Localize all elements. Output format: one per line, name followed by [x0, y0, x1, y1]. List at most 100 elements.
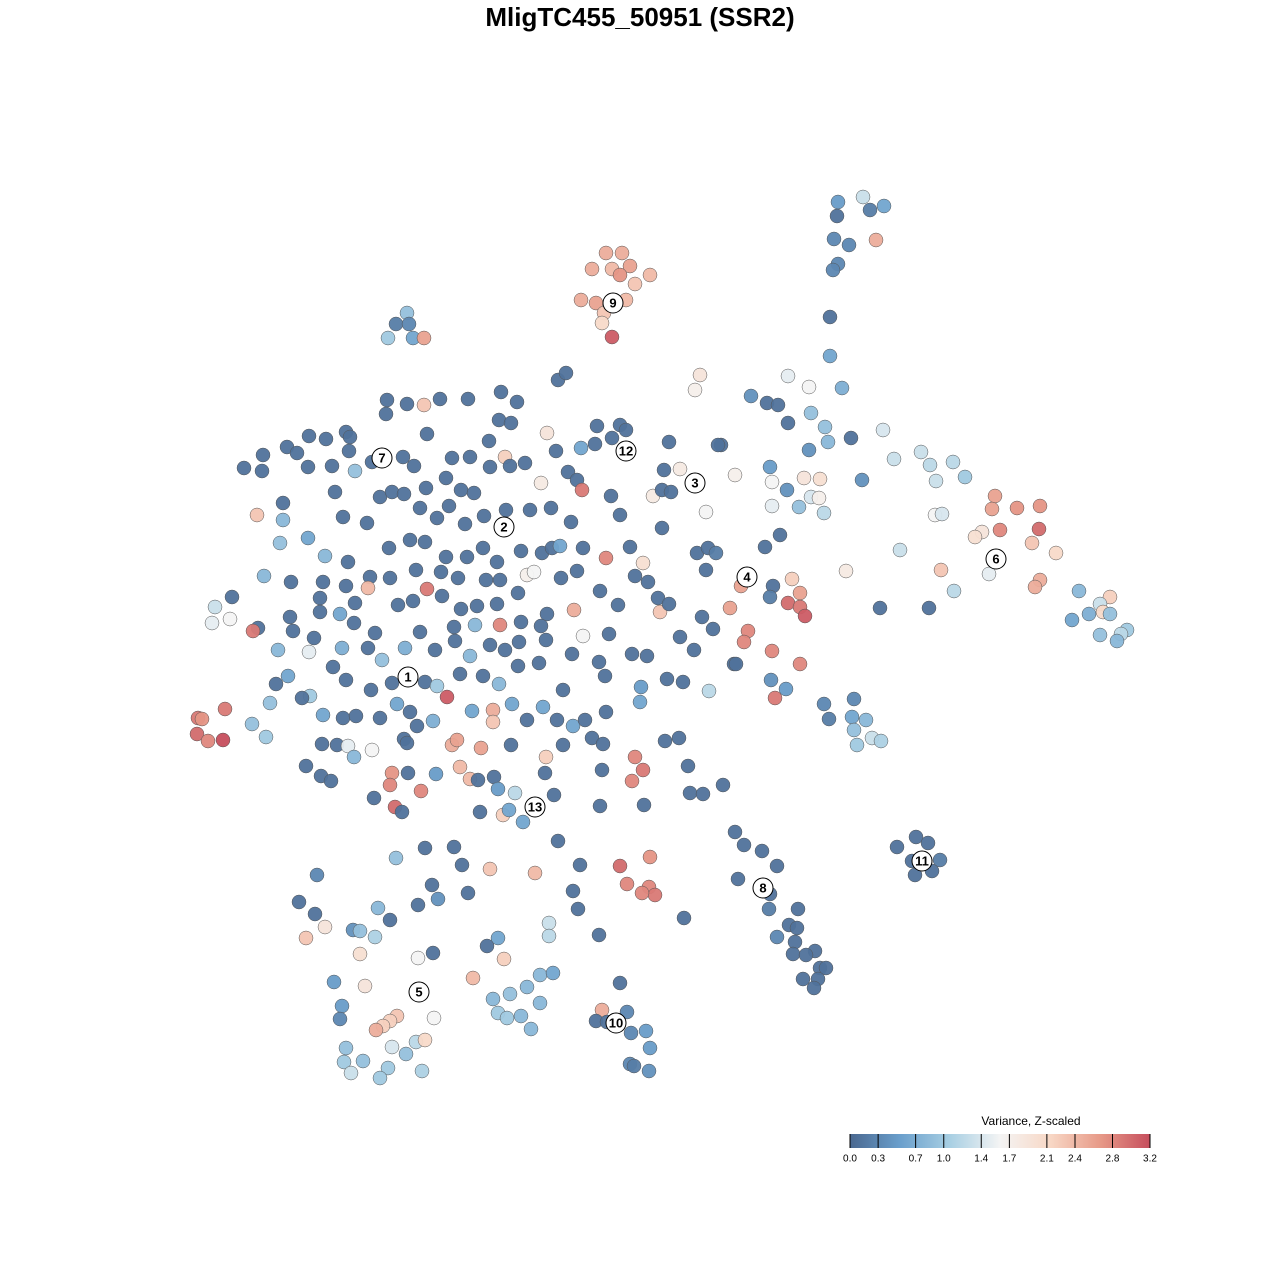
cluster-label: 8 [759, 880, 766, 895]
point [624, 646, 640, 662]
point [405, 593, 421, 609]
point [475, 540, 491, 556]
point [816, 505, 832, 521]
point [509, 394, 525, 410]
point [627, 276, 643, 292]
cluster-badge [605, 1012, 627, 1034]
point [661, 434, 677, 450]
point [619, 876, 635, 892]
point [1109, 633, 1125, 649]
point [635, 555, 651, 571]
point [1027, 579, 1043, 595]
point [569, 563, 585, 579]
point [363, 682, 379, 698]
colorbar-tick-label: 3.2 [1143, 1154, 1157, 1165]
point [727, 824, 743, 840]
point [283, 574, 299, 590]
point [640, 574, 656, 590]
cluster-label: 13 [528, 799, 542, 814]
point [359, 515, 375, 531]
point [555, 682, 571, 698]
point [565, 718, 581, 734]
point [324, 458, 340, 474]
point [368, 1022, 384, 1038]
point [533, 618, 549, 634]
point [434, 588, 450, 604]
point [784, 571, 800, 587]
point [785, 946, 801, 962]
point [342, 429, 358, 445]
point [727, 467, 743, 483]
point [517, 455, 533, 471]
point [347, 463, 363, 479]
point [661, 596, 677, 612]
point [452, 666, 468, 682]
point [892, 542, 908, 558]
point [425, 945, 441, 961]
point [464, 703, 480, 719]
point [438, 549, 454, 565]
point [555, 737, 571, 753]
point [854, 472, 870, 488]
point [550, 833, 566, 849]
point [570, 901, 586, 917]
point [502, 458, 518, 474]
chart-title: MligTC455_50951 (SSR2) [485, 2, 794, 32]
colorbar-tick-label: 1.7 [1002, 1154, 1016, 1165]
point [618, 422, 634, 438]
point [715, 777, 731, 793]
point [417, 840, 433, 856]
point [379, 392, 395, 408]
point [603, 488, 619, 504]
point [515, 814, 531, 830]
point [933, 562, 949, 578]
point [459, 549, 475, 565]
point [399, 735, 415, 751]
point [447, 633, 463, 649]
point [594, 762, 610, 778]
point [846, 691, 862, 707]
point [763, 672, 779, 688]
point [340, 554, 356, 570]
point [798, 947, 814, 963]
point [612, 507, 628, 523]
cluster-label: 3 [691, 475, 698, 490]
point [336, 1054, 352, 1070]
point [922, 457, 938, 473]
point [412, 624, 428, 640]
point [535, 699, 551, 715]
point [499, 1010, 515, 1026]
cluster-label: 6 [992, 551, 999, 566]
point [294, 690, 310, 706]
point [913, 444, 929, 460]
point [826, 231, 842, 247]
cluster-label: 1 [404, 669, 411, 684]
point [575, 628, 591, 644]
point [642, 267, 658, 283]
point [624, 773, 640, 789]
point [317, 548, 333, 564]
point [1102, 589, 1118, 605]
point [357, 978, 373, 994]
point [638, 1023, 654, 1039]
point [215, 732, 231, 748]
colorbar-tick-label: 2.4 [1068, 1154, 1082, 1165]
point [552, 538, 568, 554]
point [325, 659, 341, 675]
point [300, 530, 316, 546]
point [592, 583, 608, 599]
point [1071, 583, 1087, 599]
point [416, 330, 432, 346]
point [816, 696, 832, 712]
point [489, 596, 505, 612]
point [396, 486, 412, 502]
point [450, 570, 466, 586]
point [967, 529, 983, 545]
point [418, 480, 434, 496]
point [424, 877, 440, 893]
point [604, 329, 620, 345]
point [822, 348, 838, 364]
point [236, 460, 252, 476]
point [380, 1060, 396, 1076]
point [627, 568, 643, 584]
